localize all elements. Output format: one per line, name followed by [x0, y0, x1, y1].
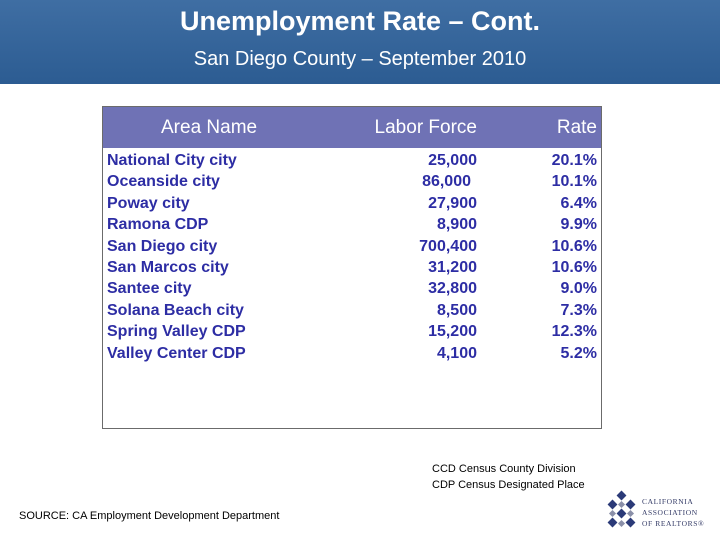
rate-cell: 9.0% — [560, 280, 597, 298]
table-row: Solana Beach city 8,500 7.3% — [103, 301, 601, 322]
labor-force-cell: 32,800 — [428, 280, 477, 298]
rate-cell: 20.1% — [551, 152, 597, 169]
table-row: Oceanside city 86,000 10.1% — [103, 172, 601, 193]
table-row: Spring Valley CDP 15,200 12.3% — [103, 322, 601, 343]
area-name-cell: Ramona CDP — [107, 216, 209, 234]
labor-force-cell: 27,900 — [428, 194, 477, 212]
table-row: San Marcos city 31,200 10.6% — [103, 258, 601, 279]
table-row: National City city 25,000 20.1% — [103, 151, 601, 172]
title-banner: Unemployment Rate – Cont. San Diego Coun… — [0, 0, 720, 84]
rate-cell: 12.3% — [551, 323, 597, 341]
car-emblem-icon — [607, 490, 636, 528]
labor-force-cell: 700,400 — [419, 237, 477, 255]
area-name-cell: San Diego city — [107, 237, 218, 255]
labor-force-cell: 8,900 — [436, 216, 477, 234]
legend-ccd: CCD Census County Division — [432, 463, 576, 475]
logo-wordmark: CALIFORNIA ASSOCIATION OF REALTORS® — [642, 496, 704, 529]
table-row: Ramona CDP 8,900 9.9% — [103, 215, 601, 236]
page-title: Unemployment Rate – Cont. — [179, 6, 541, 36]
area-name-cell: Solana Beach city — [107, 301, 244, 319]
rate-cell: 6.4% — [560, 194, 597, 212]
area-name-cell: Oceanside city — [107, 173, 220, 191]
rate-cell: 9.9% — [560, 216, 597, 234]
area-name-cell: Spring Valley CDP — [107, 323, 246, 341]
table-row: Santee city 32,800 9.0% — [103, 279, 601, 300]
table-header: Area Name Labor Force Rate — [103, 107, 601, 148]
area-name-cell: San Marcos city — [107, 258, 229, 276]
rate-cell: 10.1% — [551, 173, 597, 191]
rate-cell: 7.3% — [560, 301, 597, 319]
table-body: National City city 25,000 20.1% Oceansid… — [103, 151, 601, 365]
labor-force-cell: 86,000 — [422, 173, 471, 191]
labor-force-cell: 4,100 — [436, 344, 477, 362]
labor-force-cell: 25,000 — [428, 152, 477, 169]
column-header-rate: Rate — [556, 117, 597, 138]
abbreviation-legend: CCD Census County Division CDP Census De… — [432, 461, 585, 493]
area-name-cell: Santee city — [107, 280, 192, 298]
column-header-area-name: Area Name — [161, 117, 258, 138]
rate-cell: 10.6% — [551, 237, 597, 255]
table-row: San Diego city 700,400 10.6% — [103, 237, 601, 258]
rate-cell: 10.6% — [551, 258, 597, 276]
area-name-cell: Poway city — [107, 194, 190, 212]
source-note: SOURCE: CA Employment Development Depart… — [19, 510, 280, 522]
column-header-labor-force: Labor Force — [374, 117, 477, 138]
page-subtitle: San Diego County – September 2010 — [193, 48, 527, 70]
rate-cell: 5.2% — [560, 344, 597, 362]
area-name-cell: National City city — [107, 152, 237, 169]
table-row: Valley Center CDP 4,100 5.2% — [103, 344, 601, 365]
unemployment-table: Area Name Labor Force Rate National City… — [102, 106, 602, 429]
labor-force-cell: 31,200 — [428, 258, 477, 276]
logo-line-2: ASSOCIATION — [642, 508, 698, 517]
logo-line-3: OF REALTORS® — [642, 519, 705, 528]
area-name-cell: Valley Center CDP — [107, 344, 246, 362]
legend-cdp: CDP Census Designated Place — [432, 479, 585, 491]
logo-line-1: CALIFORNIA — [642, 497, 694, 506]
car-logo: CALIFORNIA ASSOCIATION OF REALTORS® — [604, 490, 712, 534]
labor-force-cell: 8,500 — [436, 301, 477, 319]
labor-force-cell: 15,200 — [428, 323, 477, 341]
table-row: Poway city 27,900 6.4% — [103, 194, 601, 215]
